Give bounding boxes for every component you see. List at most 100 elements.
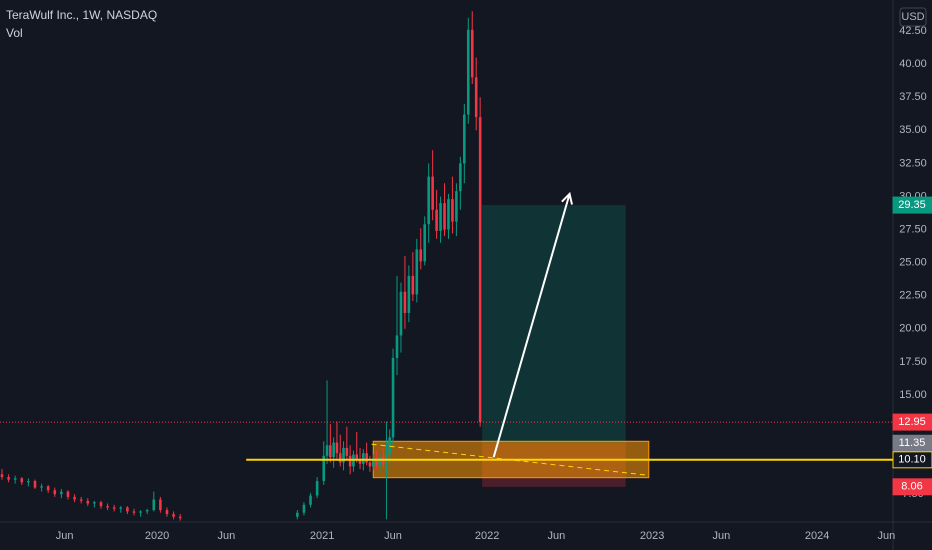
- price-tag: [892, 478, 932, 496]
- candle-body: [348, 455, 352, 467]
- price-tag-label: 10.10: [898, 454, 926, 466]
- candle-body: [178, 516, 182, 519]
- candle-body: [325, 445, 329, 456]
- candle-body: [375, 458, 378, 466]
- candle-body: [403, 291, 407, 313]
- candle-body: [86, 500, 90, 504]
- y-tick-label: 35.00: [899, 124, 927, 136]
- candle-body: [46, 486, 50, 491]
- candle-body: [431, 176, 434, 210]
- candle-body: [358, 459, 362, 464]
- candle-body: [53, 490, 57, 495]
- candle-body: [474, 77, 478, 118]
- price-tag-label: 12.95: [898, 416, 926, 428]
- candle-body: [455, 191, 458, 222]
- y-tick-label: 37.50: [899, 91, 927, 103]
- candle-body: [126, 507, 129, 512]
- y-tick-label: 27.50: [899, 223, 927, 235]
- candle-body: [451, 199, 454, 222]
- x-tick-label: 2020: [145, 530, 169, 542]
- x-tick-label: 2022: [475, 530, 499, 542]
- candle-body: [112, 507, 116, 509]
- candle-body: [371, 458, 375, 467]
- candle-body: [423, 224, 427, 262]
- candle-body: [159, 499, 162, 511]
- candle-body: [309, 495, 312, 505]
- y-tick-label: 22.50: [899, 290, 927, 302]
- y-tick-label: 32.50: [899, 157, 927, 169]
- candle-body: [322, 455, 326, 481]
- y-tick-label: 20.00: [899, 323, 927, 335]
- candle-body: [415, 249, 419, 295]
- x-tick-label: Jun: [56, 530, 74, 542]
- chart-title: TeraWulf Inc., 1W, NASDAQ: [6, 8, 157, 22]
- candle-body: [411, 275, 415, 295]
- x-tick-label: Jun: [384, 530, 402, 542]
- x-tick-label: 2024: [805, 530, 829, 542]
- candle-body: [132, 511, 136, 513]
- candle-body: [93, 502, 96, 504]
- candle-body: [407, 275, 411, 313]
- price-tag: [892, 196, 932, 214]
- candle-body: [13, 478, 17, 480]
- candle-body: [470, 29, 474, 78]
- candle-body: [439, 203, 442, 231]
- candle-body: [435, 209, 438, 231]
- candle-body: [315, 480, 319, 496]
- y-tick-label: 15.00: [899, 389, 927, 401]
- x-tick-label: 2021: [310, 530, 334, 542]
- price-tag: [892, 451, 932, 469]
- candle-body: [60, 491, 63, 495]
- candle-body: [27, 480, 30, 483]
- candle-body: [73, 496, 76, 500]
- position-profit: [482, 205, 626, 444]
- candle-body: [338, 453, 342, 463]
- currency-box: [899, 7, 927, 27]
- candle-body: [391, 357, 395, 438]
- x-tick-label: 2023: [640, 530, 664, 542]
- candle-body: [66, 491, 70, 497]
- y-tick-label: 17.50: [899, 356, 927, 368]
- candle-body: [335, 442, 339, 454]
- candle-body: [378, 457, 382, 466]
- candle-body: [119, 507, 123, 509]
- candle-body: [20, 478, 24, 483]
- price-tag-label: 8.06: [901, 481, 922, 493]
- dashed-trend: [371, 443, 648, 476]
- x-tick-label: Jun: [878, 530, 896, 542]
- candle-body: [443, 203, 446, 230]
- price-tag: [892, 413, 932, 431]
- candle-body: [463, 114, 466, 164]
- candle-body: [7, 477, 10, 480]
- candle-body: [40, 486, 43, 488]
- candle-body: [365, 453, 368, 463]
- candle-body: [145, 510, 149, 512]
- candle-body: [368, 462, 372, 467]
- candle-body: [329, 445, 332, 458]
- volume-label: Vol: [6, 26, 23, 40]
- candle-body: [478, 117, 482, 423]
- arrow-head: [561, 191, 573, 205]
- candle-body: [152, 499, 156, 511]
- y-tick-label: 40.00: [899, 58, 927, 70]
- candle-body: [139, 511, 142, 513]
- candle-body: [165, 510, 169, 515]
- candle-body: [332, 442, 335, 458]
- x-tick-label: Jun: [218, 530, 236, 542]
- candle-body: [302, 504, 306, 513]
- candle-body: [447, 199, 450, 230]
- candle-body: [345, 447, 349, 456]
- x-tick-label: Jun: [713, 530, 731, 542]
- candle-body: [395, 335, 399, 358]
- price-tag-label: 29.35: [898, 199, 926, 211]
- candle-body: [99, 502, 103, 507]
- candle-body: [33, 480, 37, 488]
- arrow: [492, 193, 571, 458]
- candle-body: [172, 514, 175, 517]
- candle-body: [296, 512, 299, 517]
- candle-body: [419, 249, 423, 262]
- y-tick-label: 25.00: [899, 257, 927, 269]
- candle-body: [0, 474, 4, 478]
- candle-body: [399, 291, 403, 336]
